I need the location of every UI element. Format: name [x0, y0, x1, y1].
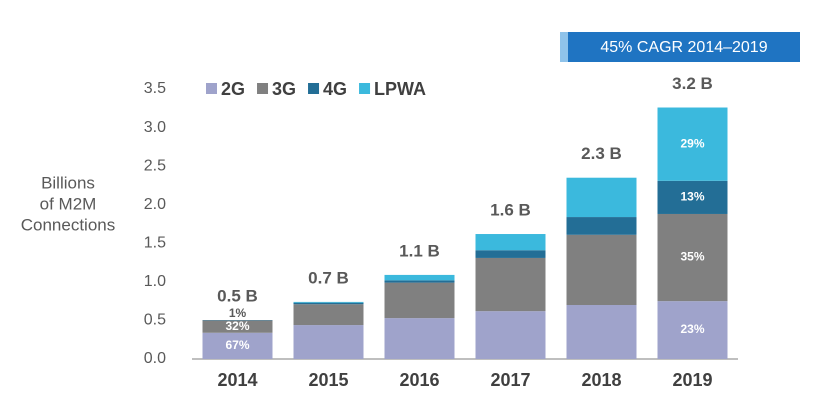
- bar-segment: [566, 177, 637, 218]
- bar-segment: [384, 318, 455, 359]
- x-tick-label: 2016: [399, 370, 439, 390]
- x-tick-label: 2014: [217, 370, 257, 390]
- legend-label: 3G: [272, 79, 296, 99]
- total-label: 1.6 B: [490, 201, 531, 220]
- bar-segment: [293, 302, 364, 305]
- share-label: 1%: [229, 306, 247, 320]
- banner: [560, 32, 800, 62]
- legend-label: LPWA: [374, 79, 426, 99]
- total-label: 3.2 B: [672, 74, 713, 93]
- share-label: 13%: [680, 190, 704, 204]
- y-axis-label: of M2M: [40, 194, 97, 213]
- bar-segment: [566, 305, 637, 359]
- banner-accent: [560, 32, 568, 62]
- bar-segment: [293, 301, 364, 303]
- bar-segment: [475, 250, 546, 258]
- legend-swatch: [359, 83, 371, 94]
- y-tick-label: 2.0: [144, 196, 166, 213]
- legend-swatch: [257, 83, 269, 94]
- legend-swatch: [308, 83, 320, 94]
- bar-segment: [657, 213, 728, 302]
- y-tick-label: 1.0: [144, 273, 166, 290]
- total-label: 0.7 B: [308, 268, 349, 287]
- share-label: 67%: [225, 338, 249, 352]
- x-tick-label: 2015: [308, 370, 348, 390]
- share-label: 35%: [680, 250, 704, 264]
- bar-segment: [657, 107, 728, 181]
- share-label: 32%: [225, 319, 249, 333]
- legend-swatch: [206, 83, 217, 94]
- y-tick-label: 3.0: [144, 119, 166, 136]
- bar-segment: [566, 217, 637, 235]
- bar-segment: [293, 304, 364, 326]
- share-label: 29%: [680, 136, 704, 150]
- bar-segment: [475, 234, 546, 251]
- bar-segment: [202, 332, 273, 359]
- bar-segment: [475, 311, 546, 359]
- legend-label: 2G: [221, 79, 245, 99]
- legend-label: 4G: [323, 79, 347, 99]
- bar-segment: [384, 282, 455, 319]
- bar-segment: [202, 320, 273, 333]
- bar-segment: [384, 280, 455, 283]
- bar-segment: [657, 180, 728, 214]
- x-tick-label: 2019: [672, 370, 712, 390]
- bar-segment: [293, 325, 364, 359]
- y-axis-label: Connections: [21, 215, 116, 234]
- total-label: 2.3 B: [581, 144, 622, 163]
- x-tick-label: 2018: [581, 370, 621, 390]
- y-tick-label: 3.5: [144, 80, 166, 97]
- banner-text: 45% CAGR 2014–2019: [600, 39, 767, 56]
- y-tick-label: 0.5: [144, 312, 166, 329]
- bar-segment: [566, 234, 637, 305]
- y-axis-label: Billions: [41, 173, 95, 192]
- total-label: 0.5 B: [217, 287, 258, 306]
- x-tick-label: 2017: [490, 370, 530, 390]
- y-tick-label: 2.5: [144, 157, 166, 174]
- bar-segment: [475, 257, 546, 312]
- y-tick-label: 1.5: [144, 235, 166, 252]
- bar-segment: [657, 301, 728, 359]
- y-tick-label: 0.0: [144, 350, 166, 367]
- share-label: 23%: [680, 322, 704, 336]
- total-label: 1.1 B: [399, 241, 440, 260]
- bar-segment: [384, 274, 455, 281]
